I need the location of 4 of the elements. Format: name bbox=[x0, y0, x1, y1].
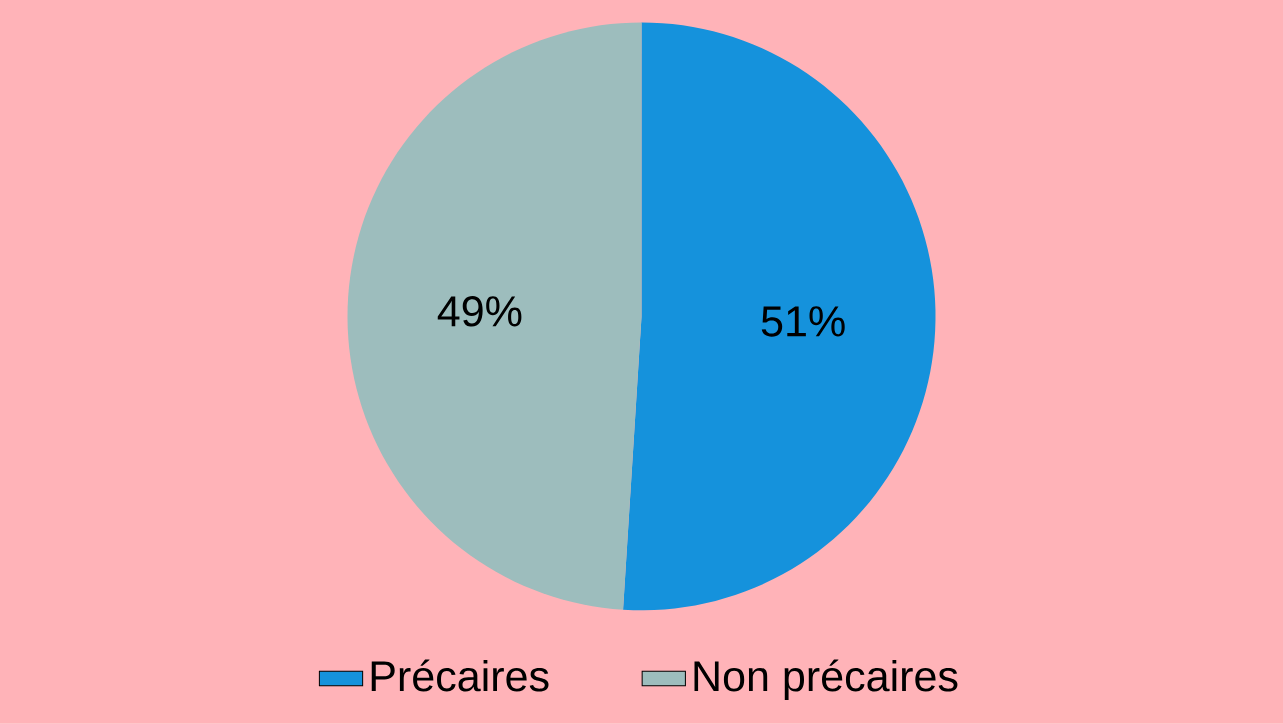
data-label: 51% bbox=[761, 306, 845, 337]
legend-label: Non précaires bbox=[694, 659, 958, 701]
legend-label: Précaires bbox=[371, 659, 549, 692]
data-label: 49% bbox=[437, 296, 522, 327]
